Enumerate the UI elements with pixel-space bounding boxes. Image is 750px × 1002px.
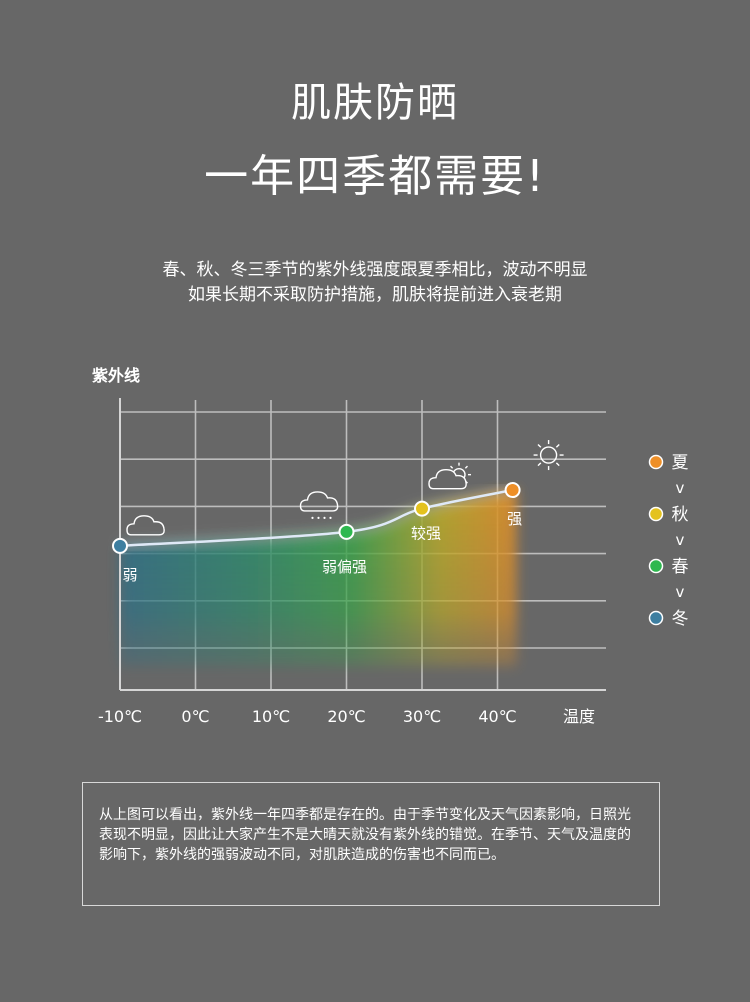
x-tick-label: 10℃: [252, 707, 290, 726]
legend-separator: v: [676, 479, 685, 497]
subtitle: 春、秋、冬三季节的紫外线强度跟夏季相比，波动不明显 如果长期不采取防护措施，肌肤…: [0, 258, 750, 308]
legend-label-夏: 夏: [672, 453, 689, 473]
legend-marker-秋: [648, 506, 664, 522]
subtitle-line1: 春、秋、冬三季节的紫外线强度跟夏季相比，波动不明显: [162, 260, 588, 280]
y-axis-label: 紫外线: [92, 366, 140, 385]
note-box: 从上图可以看出，紫外线一年四季都是存在的。由于季节变化及天气因素影响，日照光表现…: [82, 782, 660, 906]
legend-label-冬: 冬: [672, 609, 689, 629]
legend-marker-冬: [648, 610, 664, 626]
data-point-春: [338, 523, 355, 540]
data-label-夏: 强: [507, 510, 522, 528]
x-tick-label: 0℃: [181, 707, 209, 726]
page-title-line1: 肌肤防晒: [291, 80, 459, 126]
x-tick-label: 20℃: [327, 707, 365, 726]
x-tick-label: -10℃: [98, 707, 142, 726]
data-point-夏: [504, 482, 521, 499]
uv-area-gradient: [120, 490, 517, 668]
note-text: 从上图可以看出，紫外线一年四季都是存在的。由于季节变化及天气因素影响，日照光表现…: [99, 807, 631, 863]
weather-icons: [126, 440, 564, 536]
series-line: [119, 488, 513, 548]
data-label-春: 弱偏强: [322, 558, 367, 576]
legend-marker-夏: [648, 454, 664, 470]
uv-temperature-chart: 紫外线-10℃ 0℃ 10℃ 20℃ 30℃ 40℃ 温度 弱弱偏强较强强 夏v秋v春v冬: [92, 366, 689, 726]
chart-series-line: [119, 486, 514, 550]
rain-cloud-icon: [299, 491, 339, 519]
legend-label-秋: 秋: [672, 505, 689, 525]
data-point-冬: [112, 537, 128, 554]
x-axis-label: 温度: [563, 707, 595, 726]
page-title-line2: 一年四季都需要!: [204, 151, 546, 202]
legend-separator: v: [676, 583, 685, 601]
legend-marker-春: [648, 558, 664, 574]
chart-area-fill: [120, 490, 517, 668]
data-label-冬: 弱: [122, 566, 137, 584]
partly-sunny-icon: [428, 462, 471, 490]
chart-labels: 弱 弱偏强 较强 强: [122, 510, 522, 584]
legend-label-春: 春: [672, 557, 689, 577]
sun-icon: [533, 440, 564, 471]
cloud-icon: [126, 515, 165, 536]
x-tick-label: 30℃: [403, 707, 441, 726]
data-label-秋: 较强: [411, 525, 441, 543]
chart-points: [112, 482, 521, 554]
legend-separator: v: [676, 531, 685, 549]
x-tick-label: 40℃: [478, 707, 516, 726]
data-point-秋: [414, 500, 430, 517]
subtitle-line2: 如果长期不采取防护措施，肌肤将提前进入衰老期: [188, 285, 562, 305]
